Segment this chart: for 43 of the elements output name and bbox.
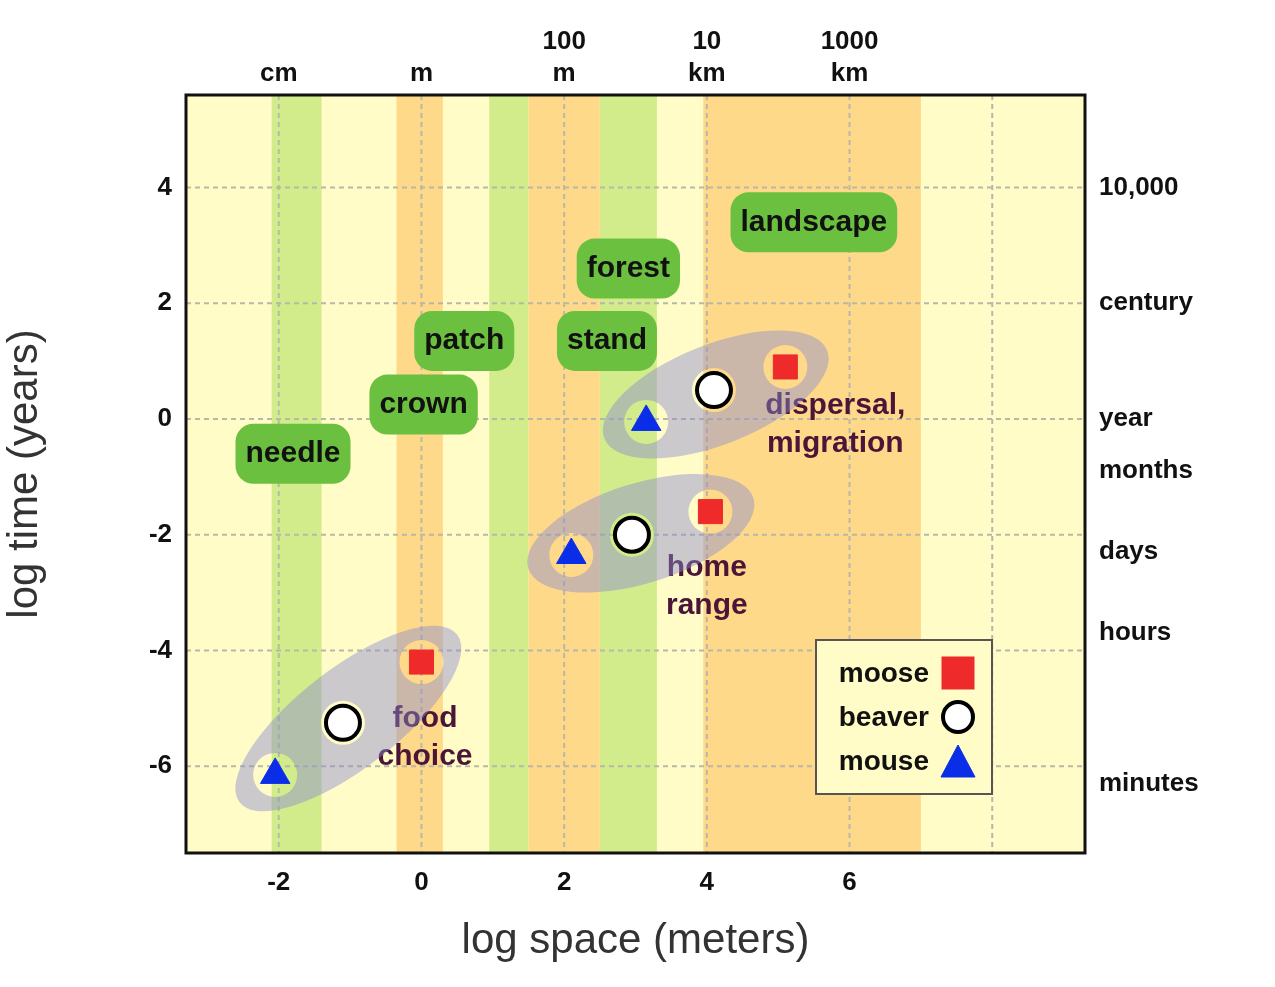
text: hours <box>1099 616 1172 647</box>
point <box>408 649 434 675</box>
y-tick-label: -4 <box>148 633 173 664</box>
text: m <box>409 57 434 88</box>
x-tick-label: 2 <box>556 865 572 896</box>
y-tick-label: 2 <box>157 286 172 317</box>
point <box>694 371 733 410</box>
text: 10 km <box>688 25 726 88</box>
text: 100 m <box>542 25 586 88</box>
text: year <box>1099 402 1153 433</box>
annotation: landscape <box>740 203 888 237</box>
annotation: dispersal, migration <box>765 387 906 459</box>
text: cm <box>259 57 298 88</box>
y-axis-title: log time (years) <box>0 329 46 619</box>
x-tick-label: 6 <box>842 865 857 896</box>
text: century <box>1099 286 1194 317</box>
x-tick-label: 4 <box>699 865 715 896</box>
x-axis-title: log space (meters) <box>461 915 810 963</box>
x-tick-label: 0 <box>414 865 429 896</box>
text: 1000 km <box>820 25 879 88</box>
legend-label: mouse <box>838 745 929 777</box>
legend-label: moose <box>838 657 929 689</box>
annotation: forest <box>586 249 671 283</box>
annotation: crown <box>379 385 468 419</box>
annotation: patch <box>424 322 505 356</box>
y-tick-label: 4 <box>157 170 173 201</box>
annotation: needle <box>245 435 341 469</box>
annotation: home range <box>666 549 748 621</box>
legend-label: beaver <box>838 701 929 733</box>
point <box>323 703 362 742</box>
annotation: food choice <box>377 699 473 771</box>
point <box>612 515 651 554</box>
annotation: stand <box>566 322 647 356</box>
text: months <box>1099 454 1193 485</box>
text: days <box>1099 535 1159 566</box>
point <box>697 499 723 525</box>
text: 10,000 <box>1099 170 1179 201</box>
x-tick-label: -2 <box>267 865 291 896</box>
y-tick-label: -6 <box>148 749 172 780</box>
point <box>772 354 798 380</box>
y-tick-label: 0 <box>157 402 172 433</box>
y-tick-label: -2 <box>148 517 172 548</box>
text: minutes <box>1099 766 1199 797</box>
